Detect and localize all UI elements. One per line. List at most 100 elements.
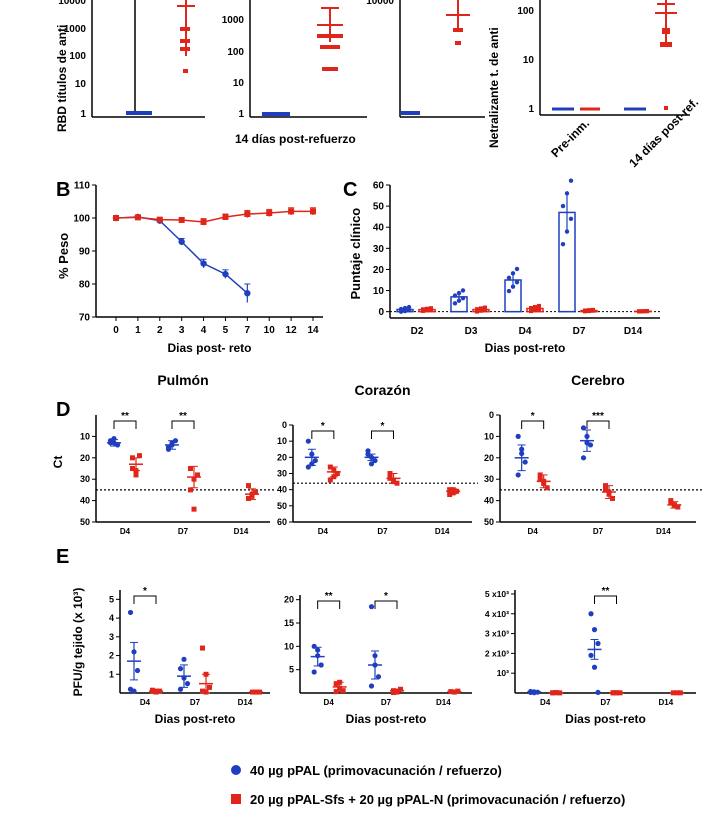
dotplot-point bbox=[603, 487, 608, 493]
clinical-xtick-label: D3 bbox=[465, 326, 478, 337]
weight-point bbox=[288, 208, 295, 215]
dotplot-ylabel: PFU/g tejido (x 10³) bbox=[71, 588, 85, 697]
significance-bracket bbox=[374, 600, 398, 609]
top-d-red-pt bbox=[660, 42, 672, 47]
significance-label: ** bbox=[179, 411, 187, 422]
dotplot-point bbox=[588, 611, 594, 617]
clinical-point bbox=[475, 307, 479, 312]
ct-chart-cerebro: 0 10 20 30 40 50 D4 * D7 *** D14 Cerebro bbox=[484, 372, 702, 536]
dotplot-xtick-label: D14 bbox=[435, 527, 450, 536]
dotplot-ytick-label: 2 x10³ bbox=[485, 648, 509, 658]
clinical-point bbox=[479, 306, 483, 311]
weight-xtick-label: 1 bbox=[135, 325, 141, 336]
dotplot-point bbox=[447, 492, 453, 498]
dotplot-ytick-label: 0 bbox=[282, 420, 287, 430]
dotplot-point bbox=[537, 476, 543, 482]
top-c-tick-0: 10000 bbox=[366, 0, 394, 7]
top-d-tick-0: 100 bbox=[517, 6, 534, 17]
dotplot-point bbox=[591, 664, 598, 670]
clinical-point bbox=[460, 288, 466, 293]
dotplot-xtick-label: D4 bbox=[140, 698, 151, 707]
dotplot-ytick-label: 2 bbox=[109, 651, 114, 661]
top-d-red-pt bbox=[662, 28, 670, 34]
weight-xtick-label: 4 bbox=[201, 325, 207, 336]
weight-xlabel: Dias post- reto bbox=[167, 341, 251, 355]
significance-label: * bbox=[384, 591, 388, 602]
dotplot-ytick-label: 15 bbox=[284, 618, 294, 628]
top-neutral-ylabel: Netralizante t. de anti bbox=[487, 27, 501, 148]
weight-ylabel: % Peso bbox=[56, 233, 71, 279]
dotplot-ytick-label: 50 bbox=[484, 517, 494, 527]
clinical-point bbox=[529, 309, 533, 314]
clinical-point bbox=[537, 307, 541, 312]
clinical-point bbox=[483, 307, 487, 312]
top-a-tick-0: 10000 bbox=[58, 0, 86, 7]
clinical-point bbox=[460, 295, 466, 301]
dotplot-point bbox=[133, 472, 139, 478]
dotplot-xtick-label: D4 bbox=[528, 527, 539, 536]
top-d-tick-2: 1 bbox=[528, 104, 534, 115]
weight-point bbox=[222, 270, 229, 278]
dotplot-point bbox=[327, 477, 333, 483]
dotplot-xtick-label: D7 bbox=[377, 527, 388, 536]
panel-letter-c: C bbox=[343, 179, 357, 201]
dotplot-ytick-label: 10 bbox=[284, 641, 294, 651]
clinical-point bbox=[637, 309, 641, 314]
dotplot-ytick-label: 4 bbox=[109, 613, 114, 623]
top-b-tick-2: 10 bbox=[233, 78, 245, 89]
dotplot-xlabel: Dias post-reto bbox=[565, 712, 646, 726]
clinical-point bbox=[425, 306, 429, 311]
clinical-point bbox=[398, 306, 404, 312]
dotplot-point bbox=[595, 689, 601, 696]
clinical-ytick-label: 30 bbox=[373, 244, 385, 255]
significance-bracket bbox=[311, 430, 335, 439]
clinical-ytick-label: 60 bbox=[373, 181, 385, 192]
clinical-xtick-label: D4 bbox=[519, 326, 532, 337]
legend: 40 µg pPAL (primovacunación / refuerzo) … bbox=[231, 763, 625, 807]
significance-bracket bbox=[521, 420, 545, 429]
clinical-point bbox=[641, 309, 645, 314]
dotplot-ytick-label: 30 bbox=[277, 469, 287, 479]
top-b-tick-0: 1000 bbox=[222, 15, 245, 26]
dotplot-ytick-label: 3 x10³ bbox=[485, 629, 509, 639]
significance-bracket bbox=[171, 420, 195, 429]
weight-series-line bbox=[115, 210, 313, 223]
top-d-tick-1: 10 bbox=[523, 55, 535, 66]
top-b-red-pt bbox=[320, 45, 340, 49]
clinical-point bbox=[510, 284, 516, 289]
clinical-point bbox=[402, 305, 408, 311]
dotplot-point bbox=[188, 466, 193, 471]
clinical-xtick-label: D7 bbox=[573, 326, 586, 337]
clinical-point bbox=[514, 266, 520, 272]
weight-xtick-label: 14 bbox=[307, 325, 319, 336]
dotplot-point bbox=[368, 604, 375, 610]
top-row-panels: 10000 1000 100 10 1 RBD títulos de anti … bbox=[55, 0, 701, 170]
ct-chart-corazon: 0 10 20 30 40 50 60 D4 * D7 * D14 Corazón bbox=[277, 382, 478, 536]
dotplot-xtick-label: D7 bbox=[600, 698, 611, 707]
dotplot-point bbox=[375, 674, 382, 680]
dotplot-point bbox=[200, 688, 205, 694]
dotplot-xtick-label: D14 bbox=[658, 698, 673, 707]
top-a-red-pt bbox=[183, 69, 188, 73]
dotplot-ylabel: Ct bbox=[51, 456, 65, 469]
dotplot-point bbox=[137, 453, 142, 459]
significance-label: * bbox=[321, 421, 325, 432]
dotplot-ytick-label: 30 bbox=[484, 474, 494, 484]
dotplot-xtick-label: D4 bbox=[120, 527, 131, 536]
significance-label: *** bbox=[592, 411, 604, 422]
dotplot-point bbox=[334, 471, 340, 476]
weight-point bbox=[310, 208, 316, 215]
panel-letter-d: D bbox=[56, 399, 70, 421]
dotplot-point bbox=[675, 504, 681, 510]
dotplot-ytick-label: 5 bbox=[289, 665, 294, 675]
top-a-red-pt bbox=[180, 27, 190, 31]
clinical-point bbox=[456, 298, 462, 303]
dotplot-point bbox=[177, 666, 184, 672]
significance-bracket bbox=[133, 595, 157, 604]
weight-xtick-label: 2 bbox=[157, 325, 163, 336]
clinical-xtick-label: D14 bbox=[624, 326, 643, 337]
dotplot-point bbox=[340, 688, 346, 694]
dotplot-point bbox=[333, 681, 339, 687]
weight-xtick-label: 0 bbox=[113, 325, 119, 336]
